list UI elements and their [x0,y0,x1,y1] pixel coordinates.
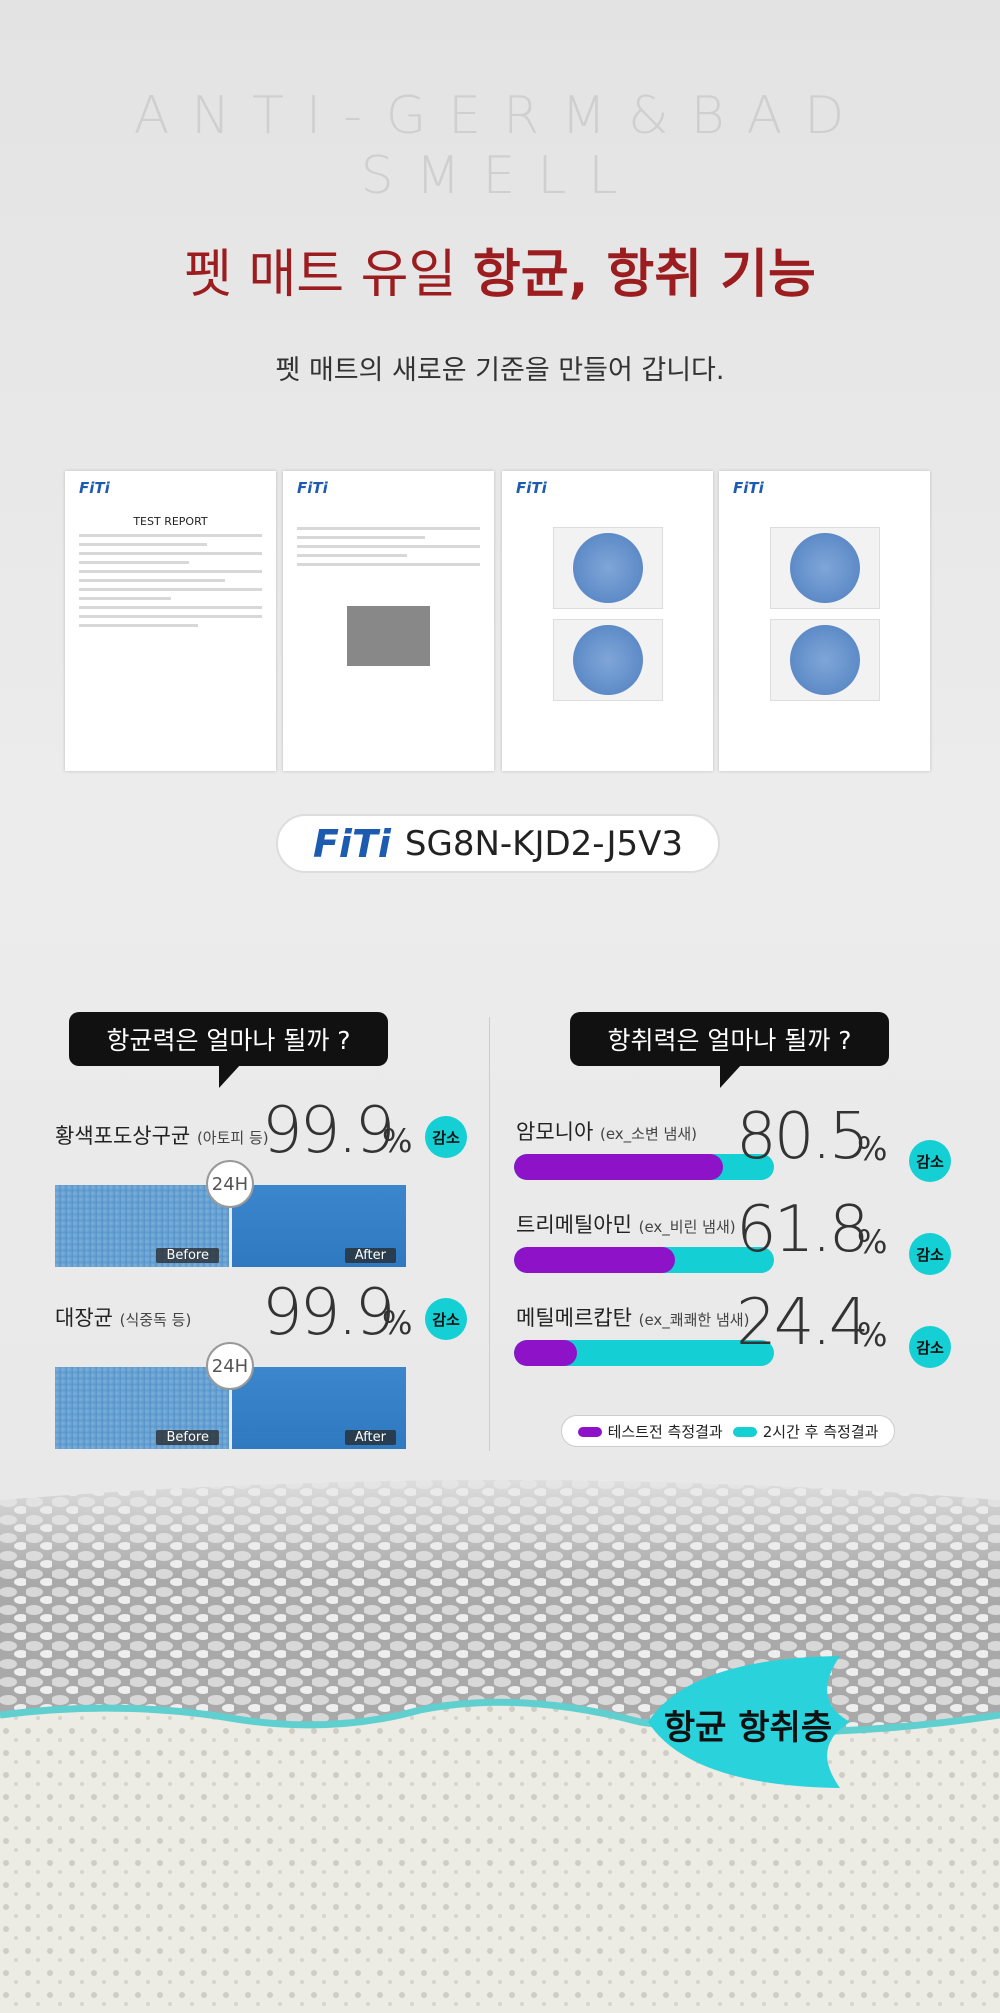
badge: 감소 [425,1298,467,1340]
reduction-value: 80.5 [736,1100,869,1174]
reduction-value: 24.4 [736,1286,869,1360]
gas-name: 암모니아 [516,1120,594,1144]
before-photo: Before [55,1185,229,1267]
item-name: 황색포도상구균 (아토피 등) [55,1120,269,1150]
report-page: FiTi TEST REPORT [65,471,276,771]
unit: % [857,1130,888,1168]
item-name: 트리메틸아민 (ex_비린 냄새) [516,1209,736,1239]
subtitle: 펫 매트의 새로운 기준을 만들어 갑니다. [275,355,725,386]
reduction-value: 61.8 [736,1193,869,1267]
after-label: After [344,1430,396,1445]
before-label: Before [156,1430,219,1445]
bar [514,1247,675,1273]
headline-plain: 펫 매트 유일 [184,245,457,305]
badge: 감소 [909,1326,951,1368]
certificate-logo: FiTi [312,821,391,866]
gas-note: (ex_쾌쾌한 냄새) [638,1311,750,1329]
headline-strong: 항균, 항취 기능 [472,245,816,305]
after-label: After [344,1248,396,1263]
bar [514,1154,724,1180]
legend-item: 2시간 후 측정결과 [732,1421,879,1442]
report-page: FiTi [502,471,713,771]
reduction-value: 99.9 [262,1094,395,1168]
before-label: Before [156,1248,219,1263]
badge: 감소 [909,1140,951,1182]
reduction-value: 99.9 [262,1276,395,1350]
unit: % [382,1304,413,1342]
after-photo: After [232,1185,406,1267]
before-photo: Before [55,1367,229,1449]
test-photo: Before After [55,1185,406,1267]
item-name: 암모니아 (ex_소변 냄새) [516,1116,697,1146]
unit: % [382,1122,413,1160]
report-logo: FiTi [733,479,764,497]
report-logo: FiTi [516,479,547,497]
time-badge: 24H [206,1342,254,1390]
headline: 펫 매트 유일 항균, 항취 기능 [0,232,1000,307]
bacteria-name: 대장균 [55,1306,113,1330]
report-logo: FiTi [79,479,110,497]
gas-name: 메틸메르캅탄 [516,1306,632,1330]
item-name: 대장균 (식중독 등) [55,1302,191,1332]
bacteria-note: (아토피 등) [196,1129,269,1147]
certificate-code: SG8N-KJD2-J5V3 [404,823,684,864]
gas-name: 트리메틸아민 [516,1213,632,1237]
legend-label: 테스트전 측정결과 [607,1422,723,1441]
bar [514,1340,578,1366]
gas-note: (ex_소변 냄새) [599,1125,697,1143]
time-badge: 24H [206,1160,254,1208]
bacteria-note: (식중독 등) [119,1311,192,1329]
bacteria-name: 황색포도상구균 [55,1124,191,1148]
report-heading: TEST REPORT [133,515,208,528]
bar-track [514,1340,774,1366]
bar-track [514,1247,774,1273]
legend: 테스트전 측정결과 2시간 후 측정결과 [561,1415,895,1447]
foam-mat [0,1460,1000,2013]
test-photo: Before After [55,1367,406,1449]
legend-item: 테스트전 측정결과 [577,1421,723,1442]
unit: % [857,1223,888,1261]
bar-track [514,1154,774,1180]
report-logo: FiTi [297,479,328,497]
after-photo: After [232,1367,406,1449]
item-name: 메틸메르캅탄 (ex_쾌쾌한 냄새) [516,1302,749,1332]
layer-label: 항균 항취층 [663,1708,833,1748]
certificate-badge: FiTi SG8N-KJD2-J5V3 [276,814,720,873]
badge: 감소 [425,1116,467,1158]
divider [489,1017,490,1451]
gas-note: (ex_비린 냄새) [638,1218,736,1236]
tagline: ANTI-GERM&BAD SMELL [133,86,867,206]
report-page: FiTi [283,471,494,771]
question-bubble: 항균력은 얼마나 될까 ? [69,1012,388,1088]
report-page: FiTi [719,471,930,771]
badge: 감소 [909,1233,951,1275]
legend-label: 2시간 후 측정결과 [762,1422,879,1441]
unit: % [857,1316,888,1354]
question-bubble: 항취력은 얼마나 될까 ? [570,1012,889,1088]
